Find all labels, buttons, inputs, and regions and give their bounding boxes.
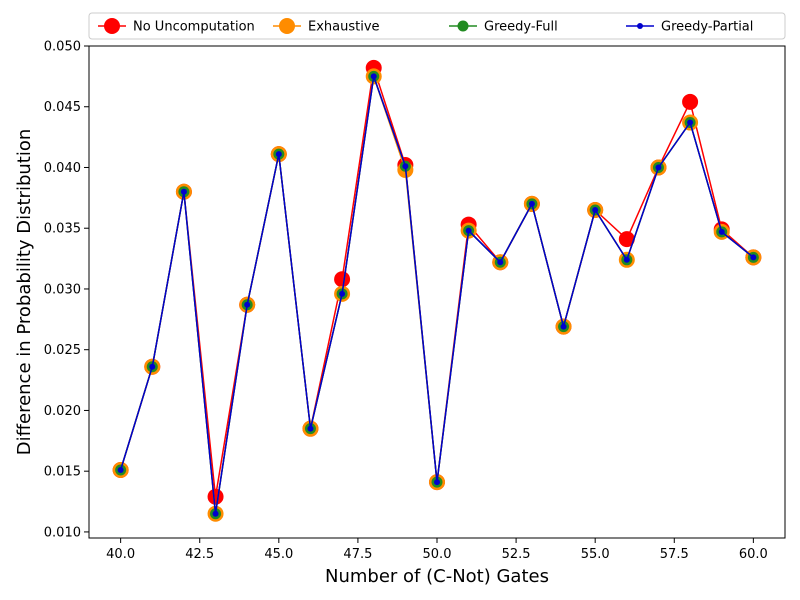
data-point <box>750 254 757 261</box>
data-point <box>212 510 219 517</box>
series-layer <box>112 59 762 522</box>
legend-item: Greedy-Full <box>449 20 558 35</box>
data-point <box>180 188 187 195</box>
y-tick-label: 0.030 <box>44 282 81 297</box>
legend-label: Greedy-Partial <box>661 20 753 35</box>
data-point <box>592 207 599 213</box>
data-point <box>334 271 351 288</box>
x-tick-label: 60.0 <box>739 547 768 562</box>
x-tick-label: 52.5 <box>502 547 531 562</box>
x-tick-label: 57.5 <box>660 547 689 562</box>
legend-marker <box>457 20 469 32</box>
data-point <box>560 323 567 330</box>
legend-label: No Uncomputation <box>133 20 255 35</box>
x-tick-label: 40.0 <box>106 547 135 562</box>
legend-marker <box>104 18 120 34</box>
data-point <box>528 200 535 207</box>
legend-marker <box>279 18 295 34</box>
y-tick-label: 0.025 <box>44 343 81 358</box>
legend-item: Exhaustive <box>273 18 380 35</box>
y-axis-ticks: 0.010 0.015 0.020 0.025 0.030 0.035 0.040 0.045… <box>44 40 89 540</box>
data-point <box>718 228 725 235</box>
data-point <box>244 301 251 308</box>
y-tick-label: 0.050 <box>44 40 81 55</box>
data-point <box>370 73 377 80</box>
x-tick-label: 55.0 <box>581 547 610 562</box>
y-tick-label: 0.045 <box>44 100 81 115</box>
data-point <box>497 259 504 266</box>
data-point <box>275 151 282 158</box>
legend: No Uncomputation Exhaustive Greedy-Full Gre… <box>88 12 786 40</box>
x-axis-label: Number of (C-Not) Gates <box>325 566 549 587</box>
series-greedy-partial <box>117 73 757 517</box>
data-point <box>339 290 346 297</box>
data-point <box>623 256 630 263</box>
y-tick-label: 0.040 <box>44 161 81 176</box>
data-point <box>402 163 409 170</box>
x-tick-label: 42.5 <box>185 547 214 562</box>
data-point <box>207 488 224 505</box>
data-point <box>117 466 124 473</box>
legend-label: Exhaustive <box>308 20 380 35</box>
data-point <box>655 164 662 171</box>
x-tick-label: 50.0 <box>423 547 452 562</box>
legend-item: No Uncomputation <box>98 18 255 35</box>
x-axis-ticks: 40.0 42.5 45.0 47.5 50.0 52.5 55.0 57.5 60.0 <box>106 538 768 562</box>
data-point <box>465 227 472 234</box>
data-point <box>682 93 699 110</box>
y-tick-label: 0.020 <box>44 404 81 419</box>
x-tick-label: 47.5 <box>343 547 372 562</box>
data-point <box>307 425 314 432</box>
data-point <box>618 231 635 248</box>
legend-marker <box>637 23 643 29</box>
y-tick-label: 0.035 <box>44 222 81 237</box>
data-point <box>687 119 694 126</box>
y-axis-label: Difference in Probability Distribution <box>14 129 35 456</box>
legend-label: Greedy-Full <box>484 20 558 35</box>
data-point <box>149 363 156 370</box>
legend-frame <box>88 12 786 40</box>
legend-item: Greedy-Partial <box>626 20 753 35</box>
data-point <box>434 479 440 486</box>
y-tick-label: 0.010 <box>44 525 81 540</box>
x-tick-label: 45.0 <box>264 547 293 562</box>
y-tick-label: 0.015 <box>44 465 81 480</box>
